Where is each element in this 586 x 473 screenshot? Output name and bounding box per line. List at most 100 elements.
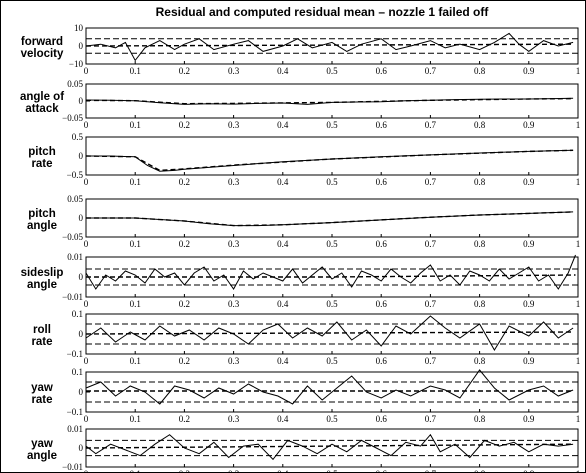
x-tick-label: 0.2 [179, 177, 190, 187]
x-tick-label: 0.9 [523, 177, 535, 187]
row-label: pitch angle [27, 208, 57, 232]
y-tick-label: 0 [79, 443, 84, 453]
row-label-line: angle of [20, 91, 64, 103]
x-tick-label: 1 [576, 120, 581, 130]
row-label: sideslip angle [21, 267, 64, 291]
x-tick-label: 0.2 [179, 414, 190, 424]
y-tick-label: −0.1 [67, 407, 83, 417]
x-tick-label: 0.1 [130, 120, 141, 130]
x-tick-label: 0.6 [376, 356, 388, 366]
row-label-line: yaw [31, 438, 53, 450]
x-tick-label: 0.1 [130, 299, 141, 309]
x-tick-label: 0.4 [277, 66, 289, 76]
x-tick-label: 1 [576, 299, 581, 309]
x-tick-label: 0.6 [376, 66, 388, 76]
y-tick-label: 10 [74, 23, 84, 33]
y-tick-label: 0 [79, 213, 84, 223]
y-tick-label: −0.01 [62, 462, 83, 472]
x-tick-label: 0.2 [179, 66, 190, 76]
x-tick-label: 0.4 [277, 177, 289, 187]
y-tick-label: −0.1 [67, 349, 83, 359]
row-label: forward velocity [21, 36, 64, 60]
x-tick-label: 0.9 [523, 356, 535, 366]
x-tick-label: 0.3 [228, 239, 240, 249]
row-label-line: sideslip [21, 267, 64, 279]
x-tick-label: 0.5 [326, 299, 338, 309]
x-tick-label: 1 [576, 414, 581, 424]
x-tick-label: 0 [84, 414, 89, 424]
x-tick-label: 0.7 [425, 239, 437, 249]
x-tick-label: 0.5 [326, 66, 338, 76]
row-label-line: pitch [28, 208, 55, 220]
y-tick-label: 0.05 [67, 79, 83, 89]
x-tick-label: 0.8 [474, 356, 486, 366]
row-label-line: angle [27, 220, 57, 232]
x-tick-label: 0.6 [376, 120, 388, 130]
x-tick-label: 0.9 [523, 299, 535, 309]
x-tick-label: 0.8 [474, 239, 486, 249]
y-tick-label: 0.5 [72, 132, 84, 142]
x-tick-label: 0.7 [425, 177, 437, 187]
x-tick-label: 0.2 [179, 299, 190, 309]
x-tick-label: 0.1 [130, 469, 141, 473]
x-tick-label: 0.3 [228, 469, 240, 473]
x-tick-label: 0.2 [179, 356, 190, 366]
x-tick-label: 0.4 [277, 414, 289, 424]
x-tick-label: 1 [576, 469, 581, 473]
x-tick-label: 1 [576, 177, 581, 187]
row-label: roll rate [31, 324, 52, 348]
x-tick-label: 0.7 [425, 120, 437, 130]
mean-line [85, 443, 574, 449]
x-tick-label: 0.6 [376, 469, 388, 473]
x-tick-label: 0.4 [277, 356, 289, 366]
x-tick-label: 0 [84, 177, 89, 187]
row-label-line: rate [31, 394, 52, 406]
x-tick-label: 0.3 [228, 414, 240, 424]
x-tick-label: 0.6 [376, 177, 388, 187]
y-tick-label: 0 [79, 272, 84, 282]
residual-line [86, 149, 574, 172]
x-tick-label: 0.7 [425, 356, 437, 366]
x-tick-label: 0 [84, 469, 89, 473]
y-tick-label: 0 [79, 41, 84, 51]
x-tick-label: 0.9 [523, 120, 535, 130]
residual-line [85, 97, 574, 105]
x-tick-label: 1 [576, 66, 581, 76]
row-label: yaw angle [27, 438, 57, 462]
x-tick-label: 0.2 [179, 469, 190, 473]
x-tick-label: 0.6 [376, 239, 388, 249]
x-tick-label: 0.3 [228, 356, 240, 366]
y-tick-label: 0.01 [67, 424, 83, 434]
row-label-line: roll [33, 324, 51, 336]
x-tick-label: 0.8 [474, 120, 486, 130]
x-tick-label: 0.8 [474, 414, 486, 424]
x-tick-label: 0.3 [228, 120, 240, 130]
y-tick-label: −0.05 [62, 113, 83, 123]
x-tick-label: 0.5 [326, 177, 338, 187]
x-tick-label: 0.4 [277, 120, 289, 130]
row-label-line: pitch [28, 146, 55, 158]
x-tick-label: 0.5 [326, 414, 338, 424]
row-label-line: angle [27, 450, 57, 462]
x-tick-label: 0 [84, 299, 89, 309]
x-tick-label: 0.9 [523, 469, 535, 473]
y-tick-label: −0.05 [62, 232, 83, 242]
x-tick-label: 0.9 [523, 66, 535, 76]
x-tick-label: 0 [84, 66, 89, 76]
residual-line [85, 369, 574, 405]
y-tick-label: 0.01 [67, 252, 83, 262]
x-tick-label: 0.5 [326, 469, 338, 473]
x-tick-label: 0.4 [277, 299, 289, 309]
x-tick-label: 0.1 [130, 356, 141, 366]
x-tick-label: 0 [84, 120, 89, 130]
row-label-line: forward [21, 36, 63, 48]
x-tick-label: 0.2 [179, 120, 190, 130]
y-tick-label: 0 [79, 151, 84, 161]
